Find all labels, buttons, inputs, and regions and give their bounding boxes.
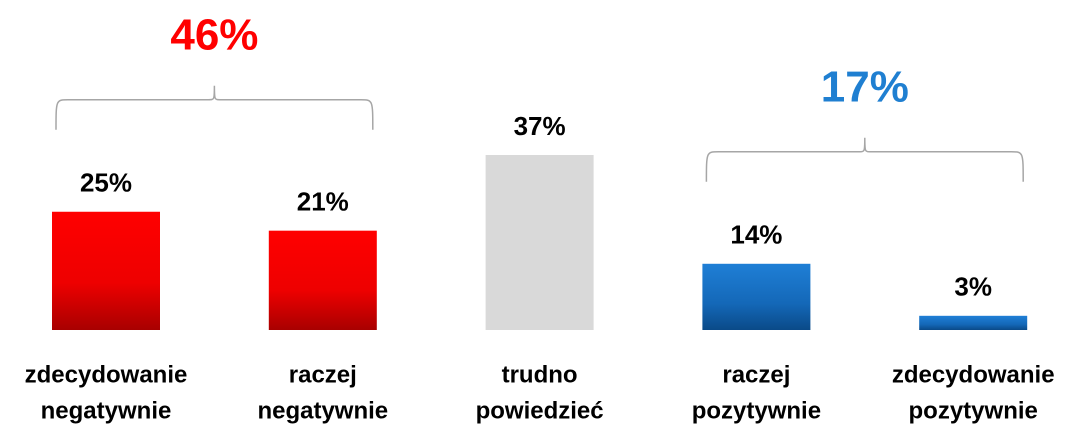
bar [268, 230, 377, 330]
value-label: 37% [514, 111, 566, 141]
x-tick-label: pozytywnie [692, 397, 821, 424]
bracket [705, 137, 1024, 182]
bracket [55, 85, 374, 130]
value-label: 25% [80, 168, 132, 198]
bar [485, 155, 594, 330]
group-total: 46% [170, 10, 258, 59]
group-total: 17% [821, 62, 909, 111]
value-label: 21% [297, 187, 349, 217]
value-label: 3% [954, 272, 992, 302]
x-tick-label: negatywnie [257, 397, 388, 424]
bar [702, 263, 811, 330]
x-tick-label: raczej [722, 361, 790, 388]
bar [919, 315, 1028, 330]
x-tick-label: pozytywnie [909, 397, 1038, 424]
x-tick-label: powiedzieć [476, 397, 604, 424]
bar [52, 211, 160, 330]
x-tick-label: raczej [289, 361, 357, 388]
x-tick-label: zdecydowanie [25, 361, 188, 388]
x-tick-label: negatywnie [41, 397, 172, 424]
x-tick-label: zdecydowanie [892, 361, 1055, 388]
x-tick-label: trudno [502, 361, 578, 388]
value-label: 14% [730, 220, 782, 250]
